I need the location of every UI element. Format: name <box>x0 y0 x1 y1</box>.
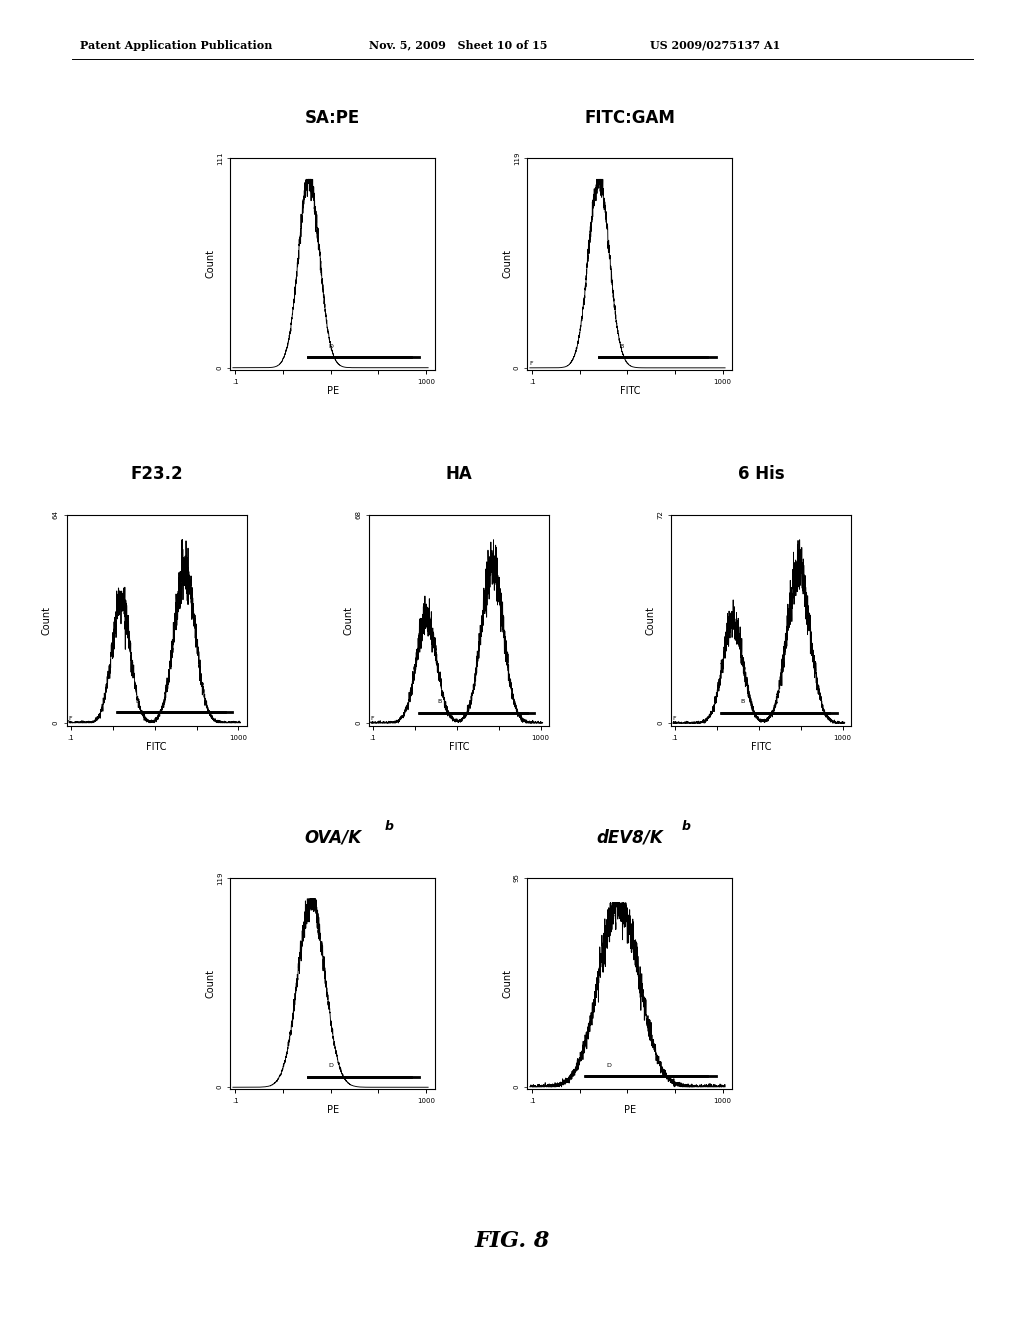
Text: HA: HA <box>445 465 472 483</box>
X-axis label: FITC: FITC <box>146 742 167 752</box>
Text: Patent Application Publication: Patent Application Publication <box>80 40 272 50</box>
Text: F: F <box>529 360 532 366</box>
Text: D: D <box>328 343 333 348</box>
Text: 6 His: 6 His <box>737 465 784 483</box>
Text: D: D <box>606 1063 611 1068</box>
Y-axis label: Count: Count <box>206 249 215 279</box>
Text: B: B <box>136 700 140 704</box>
Y-axis label: Count: Count <box>206 969 215 998</box>
Text: FIG. 8: FIG. 8 <box>474 1230 550 1251</box>
Text: OVA/K: OVA/K <box>304 828 361 846</box>
Text: F: F <box>69 715 72 721</box>
X-axis label: PE: PE <box>327 385 339 396</box>
Text: B: B <box>438 700 442 704</box>
Text: D: D <box>328 1064 333 1068</box>
Y-axis label: Count: Count <box>503 969 512 998</box>
X-axis label: FITC: FITC <box>751 742 771 752</box>
Y-axis label: Count: Count <box>646 606 655 635</box>
Y-axis label: Count: Count <box>344 606 353 635</box>
Text: F: F <box>673 715 676 721</box>
Text: dEV8/K: dEV8/K <box>596 828 664 846</box>
X-axis label: PE: PE <box>327 1105 339 1115</box>
Text: F23.2: F23.2 <box>130 465 183 483</box>
X-axis label: FITC: FITC <box>449 742 469 752</box>
Text: FITC:GAM: FITC:GAM <box>585 108 675 127</box>
Text: Nov. 5, 2009   Sheet 10 of 15: Nov. 5, 2009 Sheet 10 of 15 <box>369 40 547 50</box>
Text: B: B <box>740 700 744 705</box>
Text: b: b <box>385 820 393 833</box>
Y-axis label: Count: Count <box>42 606 51 635</box>
Y-axis label: Count: Count <box>503 249 512 279</box>
Text: B: B <box>620 345 624 348</box>
X-axis label: PE: PE <box>624 1105 636 1115</box>
X-axis label: FITC: FITC <box>620 385 640 396</box>
Text: F: F <box>371 715 374 721</box>
Text: SA:PE: SA:PE <box>305 108 360 127</box>
Text: b: b <box>682 820 690 833</box>
Text: US 2009/0275137 A1: US 2009/0275137 A1 <box>650 40 780 50</box>
